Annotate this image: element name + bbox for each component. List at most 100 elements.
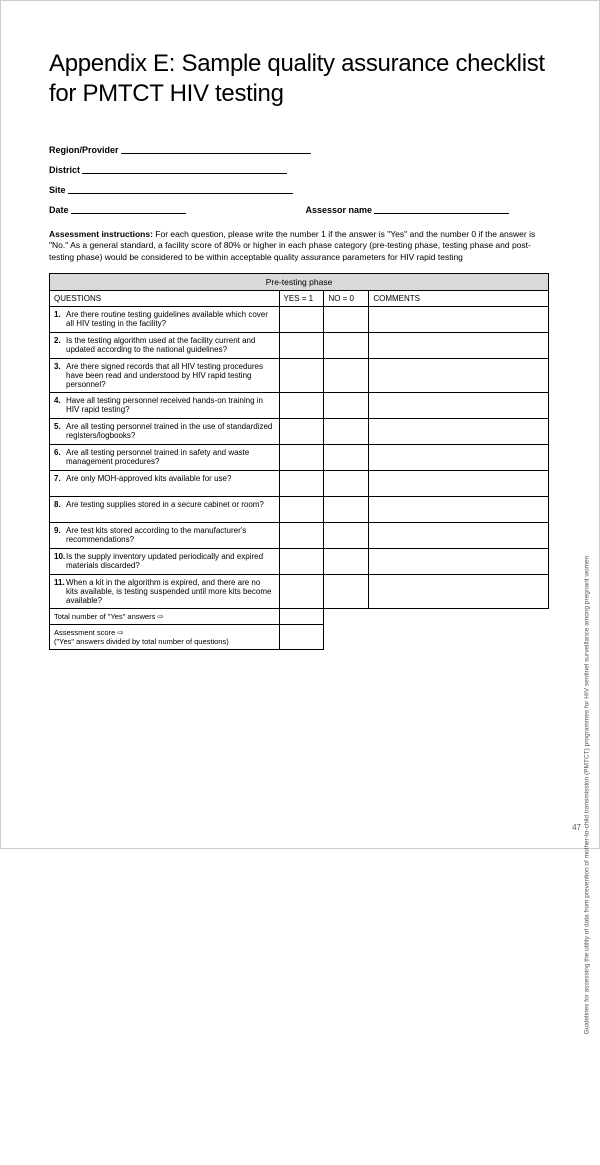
comments-cell[interactable]	[369, 497, 549, 523]
question-cell: 4.Have all testing personnel received ha…	[50, 393, 280, 419]
col-yes: YES = 1	[279, 291, 324, 307]
yes-cell[interactable]	[279, 523, 324, 549]
table-row: 2.Is the testing algorithm used at the f…	[50, 333, 549, 359]
table-row: 9.Are test kits stored according to the …	[50, 523, 549, 549]
no-cell[interactable]	[324, 333, 369, 359]
question-number: 5.	[54, 422, 66, 431]
table-row: 10.Is the supply inventory updated perio…	[50, 549, 549, 575]
total-label: Total number of "Yes" answers ⇨	[50, 609, 280, 625]
no-cell[interactable]	[324, 549, 369, 575]
comments-cell[interactable]	[369, 471, 549, 497]
question-number: 1.	[54, 310, 66, 319]
table-row: 8.Are testing supplies stored in a secur…	[50, 497, 549, 523]
no-cell[interactable]	[324, 471, 369, 497]
page-title: Appendix E: Sample quality assurance che…	[49, 49, 549, 109]
table-row: 11.When a kit in the algorithm is expire…	[50, 575, 549, 609]
date-label: Date	[49, 205, 69, 215]
comments-cell[interactable]	[369, 523, 549, 549]
no-cell[interactable]	[324, 307, 369, 333]
question-text: Are all testing personnel trained in the…	[66, 422, 273, 440]
site-label: Site	[49, 185, 66, 195]
table-row: 7.Are only MOH-approved kits available f…	[50, 471, 549, 497]
no-cell[interactable]	[324, 419, 369, 445]
question-cell: 5.Are all testing personnel trained in t…	[50, 419, 280, 445]
no-cell[interactable]	[324, 359, 369, 393]
instructions: Assessment instructions: For each questi…	[49, 229, 549, 263]
date-line[interactable]	[71, 205, 186, 214]
yes-cell[interactable]	[279, 575, 324, 609]
no-cell[interactable]	[324, 393, 369, 419]
total-value[interactable]	[279, 609, 324, 625]
no-cell[interactable]	[324, 523, 369, 549]
qa-table: Pre-testing phase QUESTIONS YES = 1 NO =…	[49, 273, 549, 650]
comments-cell[interactable]	[369, 549, 549, 575]
yes-cell[interactable]	[279, 393, 324, 419]
comments-cell[interactable]	[369, 359, 549, 393]
question-number: 3.	[54, 362, 66, 371]
question-text: Are there signed records that all HIV te…	[66, 362, 273, 389]
comments-cell[interactable]	[369, 445, 549, 471]
question-cell: 2.Is the testing algorithm used at the f…	[50, 333, 280, 359]
instructions-label: Assessment instructions:	[49, 229, 153, 239]
table-row: 3.Are there signed records that all HIV …	[50, 359, 549, 393]
district-field: District	[49, 165, 549, 175]
comments-cell[interactable]	[369, 307, 549, 333]
yes-cell[interactable]	[279, 419, 324, 445]
assessor-label: Assessor name	[306, 205, 373, 215]
form-fields: Region/Provider District Site Date Asses…	[49, 145, 549, 215]
question-cell: 8.Are testing supplies stored in a secur…	[50, 497, 280, 523]
question-text: When a kit in the algorithm is expired, …	[66, 578, 273, 605]
region-field: Region/Provider	[49, 145, 549, 155]
table-row: 4.Have all testing personnel received ha…	[50, 393, 549, 419]
col-comments: COMMENTS	[369, 291, 549, 307]
yes-cell[interactable]	[279, 497, 324, 523]
page-number: 47	[572, 823, 581, 832]
question-number: 10.	[54, 552, 66, 561]
score-label: Assessment score ⇨ ("Yes" answers divide…	[50, 625, 280, 650]
question-number: 6.	[54, 448, 66, 457]
no-cell[interactable]	[324, 497, 369, 523]
question-cell: 10.Is the supply inventory updated perio…	[50, 549, 280, 575]
question-number: 8.	[54, 500, 66, 509]
yes-cell[interactable]	[279, 307, 324, 333]
no-cell[interactable]	[324, 575, 369, 609]
region-line[interactable]	[121, 145, 311, 154]
site-line[interactable]	[68, 185, 293, 194]
district-label: District	[49, 165, 80, 175]
no-cell[interactable]	[324, 445, 369, 471]
question-text: Have all testing personnel received hand…	[66, 396, 273, 414]
assessor-line[interactable]	[374, 205, 509, 214]
yes-cell[interactable]	[279, 549, 324, 575]
question-cell: 9.Are test kits stored according to the …	[50, 523, 280, 549]
table-row: 1.Are there routine testing guidelines a…	[50, 307, 549, 333]
comments-cell[interactable]	[369, 333, 549, 359]
district-line[interactable]	[82, 165, 287, 174]
yes-cell[interactable]	[279, 471, 324, 497]
date-assessor-row: Date Assessor name	[49, 205, 549, 215]
question-number: 9.	[54, 526, 66, 535]
question-cell: 11.When a kit in the algorithm is expire…	[50, 575, 280, 609]
phase-header: Pre-testing phase	[50, 274, 549, 291]
table-row: 5.Are all testing personnel trained in t…	[50, 419, 549, 445]
question-number: 11.	[54, 578, 66, 587]
question-text: Is the supply inventory updated periodic…	[66, 552, 273, 570]
yes-cell[interactable]	[279, 333, 324, 359]
question-text: Are test kits stored according to the ma…	[66, 526, 273, 544]
question-number: 2.	[54, 336, 66, 345]
yes-cell[interactable]	[279, 359, 324, 393]
question-cell: 7.Are only MOH-approved kits available f…	[50, 471, 280, 497]
side-running-text: Guidelines for assessing the utility of …	[584, 425, 591, 1165]
score-value[interactable]	[279, 625, 324, 650]
site-field: Site	[49, 185, 549, 195]
question-cell: 6.Are all testing personnel trained in s…	[50, 445, 280, 471]
comments-cell[interactable]	[369, 575, 549, 609]
comments-cell[interactable]	[369, 393, 549, 419]
question-text: Are testing supplies stored in a secure …	[66, 500, 273, 509]
question-cell: 3.Are there signed records that all HIV …	[50, 359, 280, 393]
question-number: 4.	[54, 396, 66, 405]
col-questions: QUESTIONS	[50, 291, 280, 307]
table-row: 6.Are all testing personnel trained in s…	[50, 445, 549, 471]
yes-cell[interactable]	[279, 445, 324, 471]
question-number: 7.	[54, 474, 66, 483]
comments-cell[interactable]	[369, 419, 549, 445]
